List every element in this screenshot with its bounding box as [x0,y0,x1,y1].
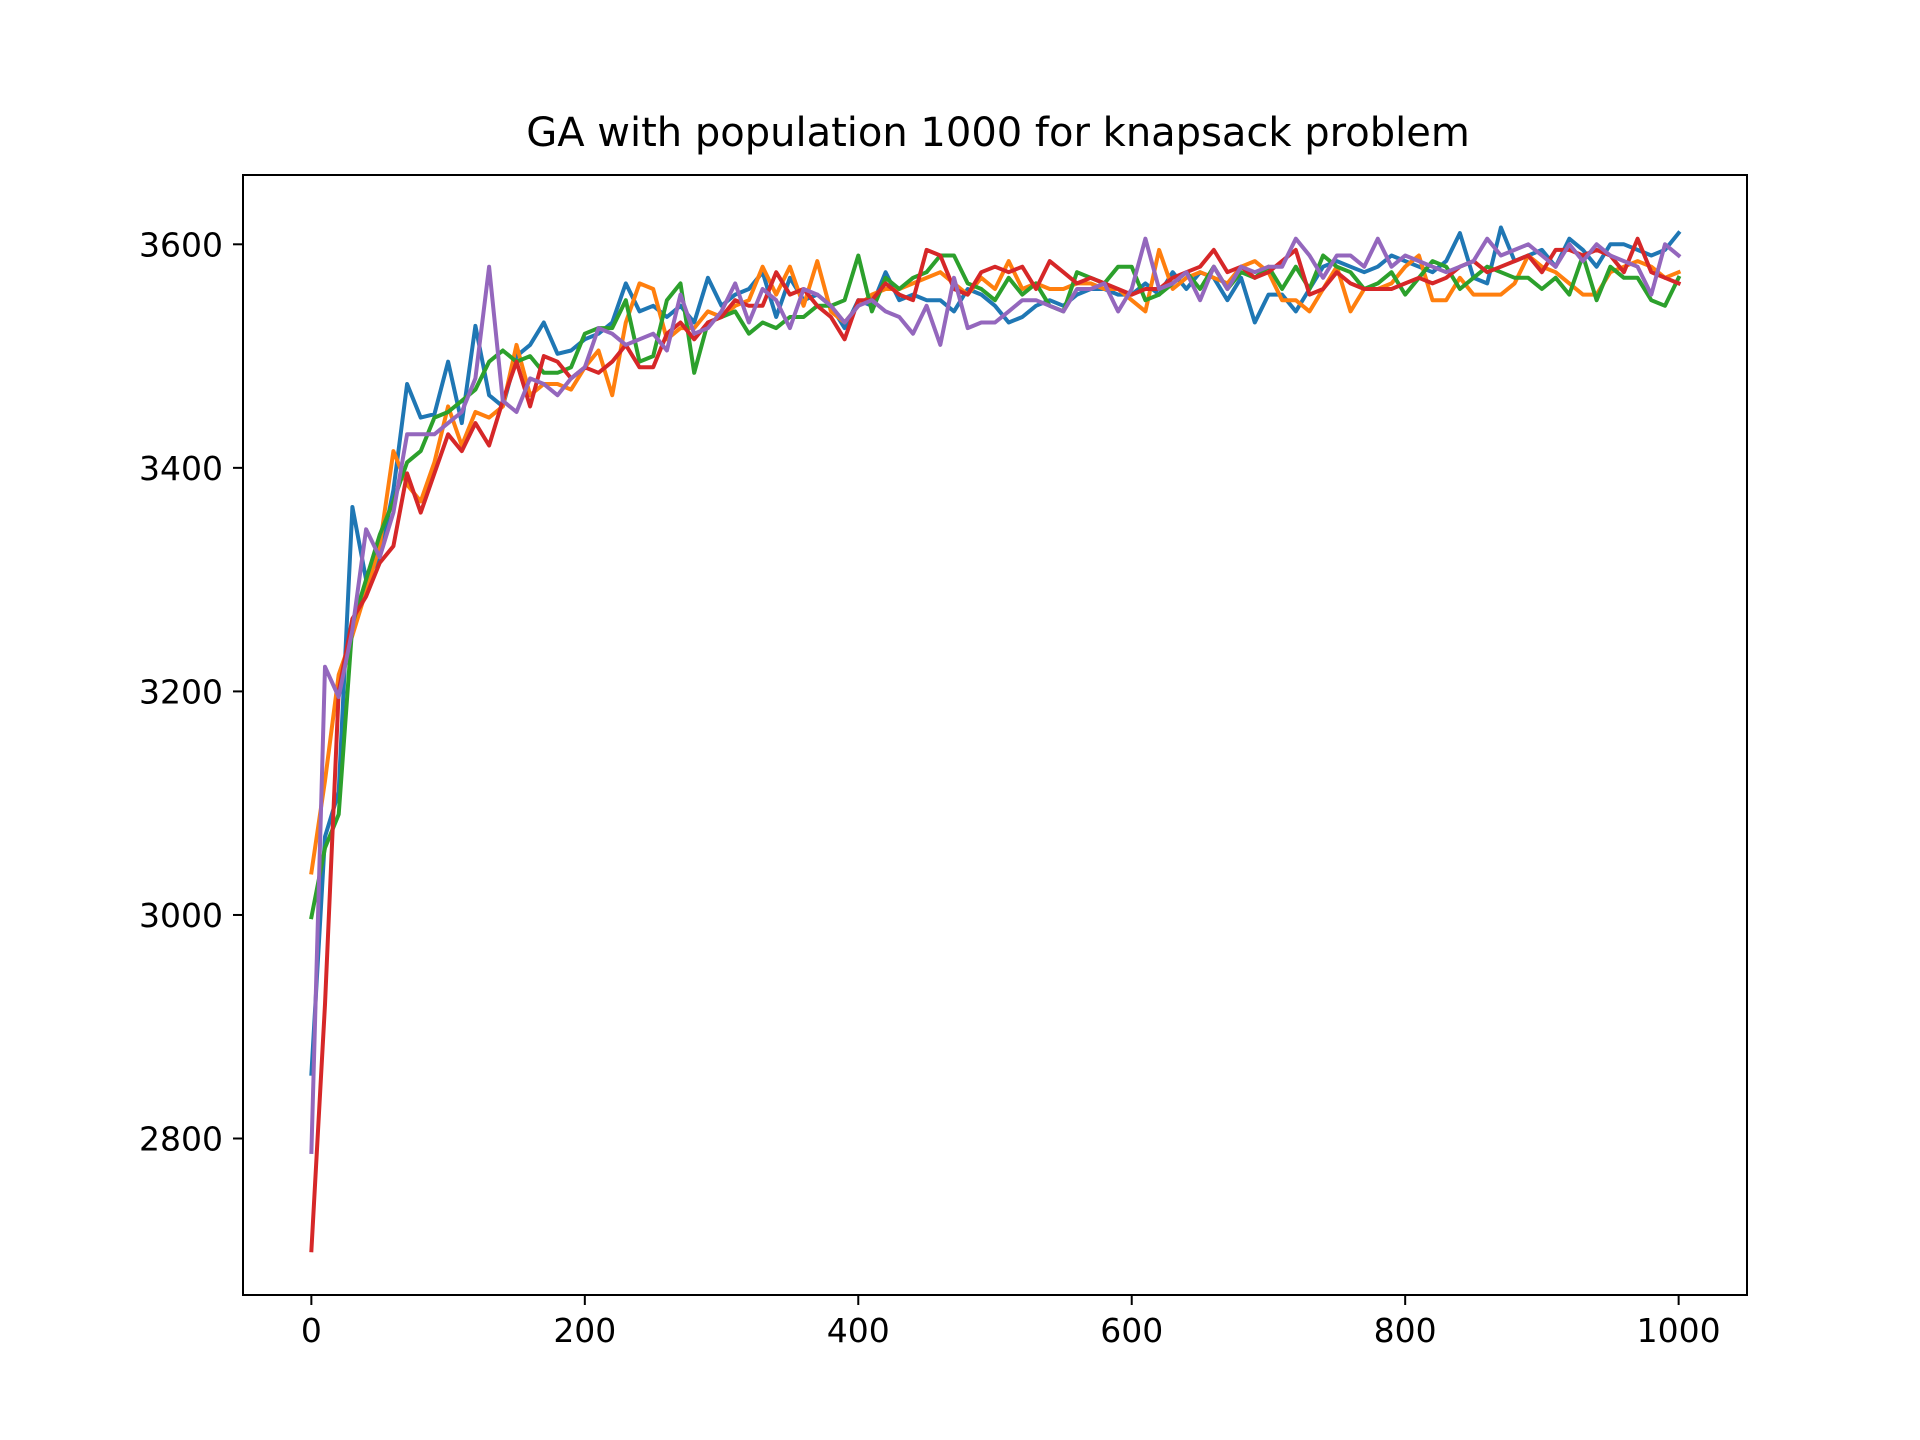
x-tick-label: 200 [553,1311,616,1350]
series-line-2 [309,247,1682,875]
series-line-1 [309,225,1682,1076]
series-line-5 [309,236,1682,1154]
x-tick-label: 600 [1100,1311,1163,1350]
x-tick-label: 0 [301,1311,322,1350]
y-tick-label: 2800 [139,1120,223,1159]
series-line-4 [309,236,1682,1253]
x-tick-label: 800 [1374,1311,1437,1350]
x-tick-label: 1000 [1637,1311,1721,1350]
y-tick-label: 3000 [139,896,223,935]
axis-layer: 0 200 400 600 800 1000 2800 3000 3200 3400 3600 [139,225,1721,1350]
plot-area-frame [242,174,1748,1296]
chart-title: GA with population 1000 for knapsack pro… [526,110,1470,156]
x-tick-label: 400 [827,1311,890,1350]
series-layer [309,225,1682,1253]
y-tick-label: 3600 [139,225,223,264]
y-tick-label: 3200 [139,672,223,711]
y-tick-label: 3400 [139,449,223,488]
